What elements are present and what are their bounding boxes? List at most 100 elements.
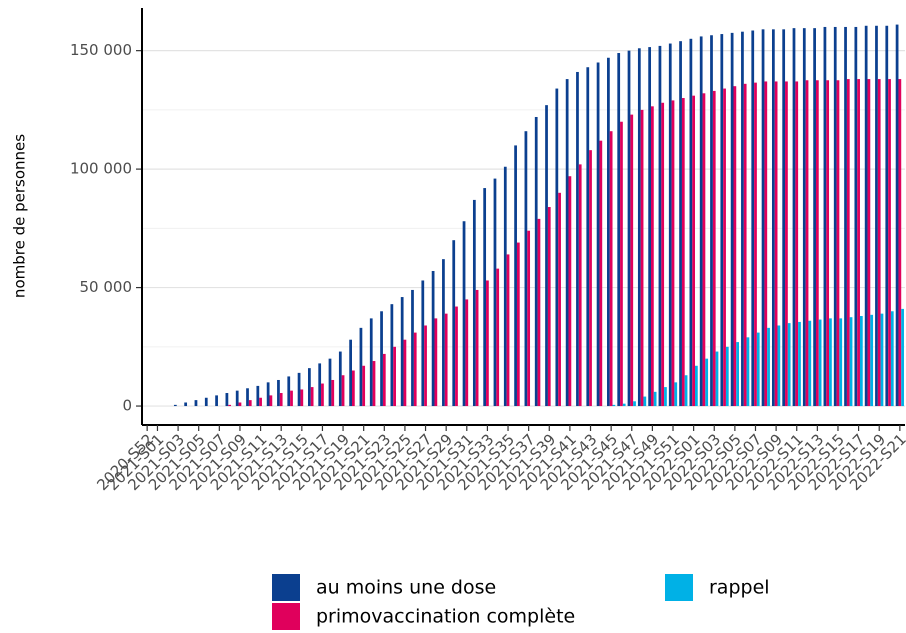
bar <box>782 29 786 407</box>
bar <box>699 36 703 407</box>
bar <box>761 29 765 407</box>
bar <box>534 116 538 407</box>
bar <box>369 318 373 407</box>
bar <box>712 90 716 407</box>
bar <box>741 31 744 407</box>
bar <box>256 385 260 407</box>
bar <box>792 28 796 407</box>
bar <box>846 79 850 407</box>
bar <box>578 164 582 407</box>
bar <box>390 304 394 407</box>
bar <box>503 166 507 407</box>
bar <box>184 402 188 407</box>
bar <box>751 30 755 407</box>
bar <box>475 289 479 407</box>
bar <box>627 50 631 407</box>
bar <box>764 81 768 407</box>
bar <box>506 254 510 407</box>
bar <box>746 337 750 407</box>
bar <box>300 389 304 407</box>
y-tick-label: 0 <box>122 397 132 415</box>
bar <box>382 353 386 407</box>
bar <box>730 32 734 407</box>
legend-swatch <box>665 574 693 601</box>
bar <box>576 71 579 407</box>
bar <box>555 88 559 407</box>
bar <box>612 404 616 407</box>
bar <box>310 387 314 407</box>
bar <box>545 105 548 407</box>
bar <box>661 102 665 407</box>
bar <box>341 375 345 407</box>
bar <box>885 25 889 407</box>
bar <box>413 332 417 407</box>
bar <box>565 79 569 407</box>
bar <box>880 313 884 407</box>
bar <box>496 268 500 407</box>
bar <box>442 259 445 407</box>
bar <box>643 396 647 407</box>
bar <box>424 325 427 407</box>
bar <box>877 79 881 407</box>
bar <box>269 395 273 407</box>
bar <box>648 47 652 407</box>
bar <box>857 79 860 407</box>
bar <box>823 26 827 407</box>
bar <box>875 25 878 407</box>
bar <box>710 35 713 407</box>
bar <box>328 358 332 407</box>
bar <box>798 321 801 407</box>
y-tick-label: 100 000 <box>70 160 132 178</box>
bar <box>321 383 324 407</box>
bar <box>568 176 572 407</box>
bar <box>349 339 352 407</box>
bar <box>689 38 693 407</box>
bar <box>705 358 709 407</box>
y-tick-label: 50 000 <box>80 278 133 296</box>
bar <box>266 382 270 407</box>
bar <box>444 313 448 407</box>
bar <box>870 314 874 407</box>
bar <box>813 28 816 407</box>
y-axis-label: nombre de personnes <box>11 134 29 298</box>
bar <box>359 327 363 407</box>
bar <box>351 370 355 407</box>
bar <box>537 218 541 407</box>
bar <box>787 323 791 407</box>
bar <box>204 397 208 407</box>
legend-label: rappel <box>709 577 770 599</box>
bar <box>308 368 311 407</box>
bar <box>767 327 770 407</box>
bar <box>331 379 335 407</box>
bar <box>589 150 592 407</box>
bar <box>372 361 376 407</box>
bar <box>607 57 610 407</box>
bar <box>695 365 698 407</box>
bar <box>888 79 891 407</box>
bar <box>609 131 613 407</box>
bar <box>826 80 830 407</box>
bar <box>864 25 868 407</box>
bar <box>637 48 641 407</box>
bar <box>715 351 719 407</box>
bar <box>725 346 729 407</box>
bar <box>434 318 438 407</box>
bar <box>854 26 858 407</box>
bar <box>527 230 531 407</box>
bar <box>849 317 853 407</box>
bar <box>651 106 654 407</box>
bar <box>802 28 806 407</box>
bar <box>702 93 706 407</box>
bar <box>898 79 902 407</box>
bar <box>596 62 600 407</box>
bar <box>867 79 871 407</box>
bar <box>393 346 396 407</box>
bar <box>246 388 249 407</box>
bar <box>901 308 904 407</box>
bar <box>516 242 520 407</box>
bar <box>808 320 812 407</box>
bar <box>493 178 497 407</box>
bar <box>431 270 435 407</box>
y-tick-label: 150 000 <box>70 41 132 59</box>
